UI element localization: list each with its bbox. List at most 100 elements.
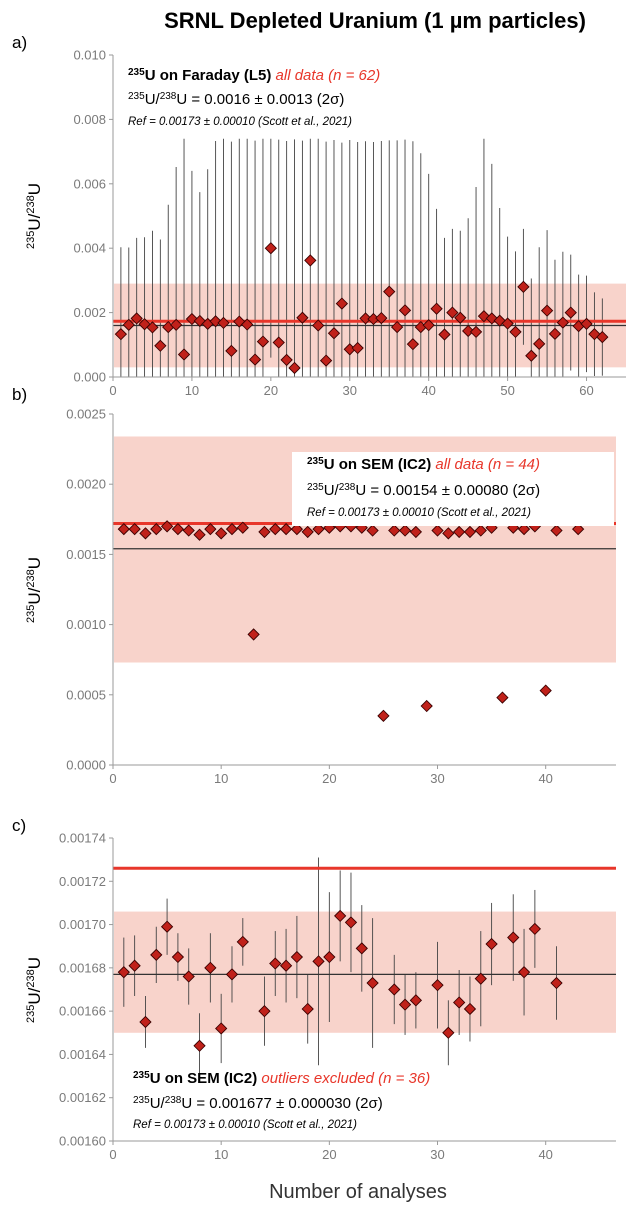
x-tick-label: 0	[109, 383, 116, 398]
data-point-marker	[496, 691, 509, 704]
x-tick-label: 60	[579, 383, 593, 398]
data-point-marker	[130, 312, 143, 325]
data-point-marker	[355, 942, 368, 955]
data-point-marker	[517, 522, 531, 536]
data-point-marker	[319, 354, 333, 367]
data-point-marker	[256, 335, 270, 348]
x-tick-label: 20	[322, 1147, 336, 1162]
data-point-marker	[312, 955, 325, 968]
data-point-marker	[280, 353, 293, 367]
data-point-marker	[258, 1005, 271, 1018]
panel-letter-c: c)	[12, 816, 26, 835]
data-point-marker	[264, 242, 277, 255]
data-point-marker	[366, 976, 379, 990]
data-point-marker	[359, 312, 372, 325]
data-point-marker	[398, 998, 412, 1011]
y-tick-label: 0.000	[73, 370, 106, 385]
y-tick-label: 0.00170	[59, 917, 106, 932]
data-point-marker	[290, 950, 304, 964]
data-point-marker	[247, 628, 260, 641]
data-point-marker	[409, 525, 423, 539]
data-point-marker	[383, 285, 396, 298]
data-point-marker	[442, 527, 455, 540]
data-point-marker	[215, 1022, 228, 1035]
data-point-marker	[269, 522, 282, 536]
data-point-marker	[204, 522, 217, 536]
data-point-marker	[128, 522, 141, 536]
data-point-marker	[334, 909, 347, 923]
data-point-marker	[517, 966, 531, 979]
data-point-marker	[312, 522, 325, 536]
data-point-marker	[438, 328, 451, 341]
data-point-marker	[420, 699, 433, 713]
data-point-marker	[154, 339, 167, 352]
data-point-marker	[170, 318, 183, 331]
data-point-marker	[150, 948, 163, 962]
y-tick-label: 0.0015	[66, 547, 106, 562]
data-point-marker	[550, 976, 563, 990]
annotation-ratio: 235U/238U = 0.0016 ± 0.0013 (2σ)	[128, 91, 344, 108]
data-point-marker	[431, 979, 444, 992]
y-tick-label: 0.008	[73, 112, 106, 127]
data-point-marker	[171, 522, 185, 536]
data-point-marker	[225, 968, 239, 981]
y-tick-label: 0.010	[73, 48, 106, 63]
annotation-heading: 235U on Faraday (L5) all data (n = 62)	[128, 67, 380, 84]
x-tick-label: 30	[430, 1147, 444, 1162]
data-point-marker	[539, 684, 552, 697]
data-point-marker	[288, 361, 301, 375]
data-point-marker	[114, 328, 128, 341]
x-tick-label: 40	[538, 1147, 552, 1162]
data-point-marker	[225, 344, 238, 358]
y-tick-label: 0.00174	[59, 831, 106, 846]
data-point-marker	[540, 304, 554, 317]
chart-panel-a: 0.000 0.002 0.004 0.006 0.008 0.010 0 10 20 30 40 5…	[25, 48, 626, 398]
data-point-marker	[215, 527, 228, 540]
data-point-marker	[453, 996, 466, 1009]
y-tick-label: 0.00166	[59, 1004, 106, 1019]
y-axis-label: 235U/238U	[25, 183, 44, 249]
data-point-marker	[327, 327, 341, 340]
y-tick-label: 0.0025	[66, 407, 106, 422]
y-tick-label: 0.00164	[59, 1047, 106, 1062]
data-point-marker	[117, 522, 130, 536]
x-tick-label: 20	[264, 383, 278, 398]
data-point-marker	[533, 337, 546, 350]
chart-panel-b: 0.0000 0.0005 0.0010 0.0015 0.0020 0.0025 0 10 2…	[25, 407, 616, 786]
data-point-marker	[139, 1015, 152, 1029]
annotation-reference: Ref = 0.00173 ± 0.00010 (Scott et al., 2…	[133, 1119, 357, 1131]
data-point-marker	[236, 935, 249, 949]
data-point-marker	[431, 524, 444, 537]
data-point-marker	[596, 330, 609, 344]
data-point-marker	[398, 524, 412, 537]
y-tick-label: 0.0005	[66, 687, 106, 702]
annotation-ratio: 235U/238U = 0.001677 ± 0.000030 (2σ)	[133, 1095, 383, 1112]
data-point-marker	[344, 916, 358, 929]
data-point-marker	[209, 315, 222, 328]
data-point-marker	[388, 983, 401, 996]
y-tick-label: 0.00160	[59, 1134, 106, 1149]
x-tick-label: 40	[421, 383, 435, 398]
data-point-marker	[241, 318, 254, 331]
data-point-marker	[469, 325, 483, 339]
data-point-marker	[301, 525, 314, 539]
data-point-marker	[117, 966, 130, 979]
data-point-marker	[485, 937, 498, 951]
data-point-marker	[580, 317, 593, 331]
data-point-marker	[160, 920, 174, 933]
y-tick-label: 0.0010	[66, 617, 106, 632]
data-point-marker	[351, 341, 364, 355]
annotation-heading: 235U on SEM (IC2) all data (n = 44)	[307, 456, 540, 473]
data-point-marker	[388, 524, 401, 537]
data-point-marker	[139, 527, 152, 540]
data-point-marker	[323, 950, 336, 964]
x-tick-label: 0	[109, 771, 116, 786]
y-tick-label: 0.0020	[66, 477, 106, 492]
data-point-marker	[390, 320, 404, 334]
data-point-marker	[430, 302, 443, 315]
data-point-marker	[422, 319, 435, 332]
data-point-marker	[335, 297, 349, 310]
x-tick-label: 40	[538, 771, 552, 786]
y-tick-label: 0.004	[73, 241, 106, 256]
